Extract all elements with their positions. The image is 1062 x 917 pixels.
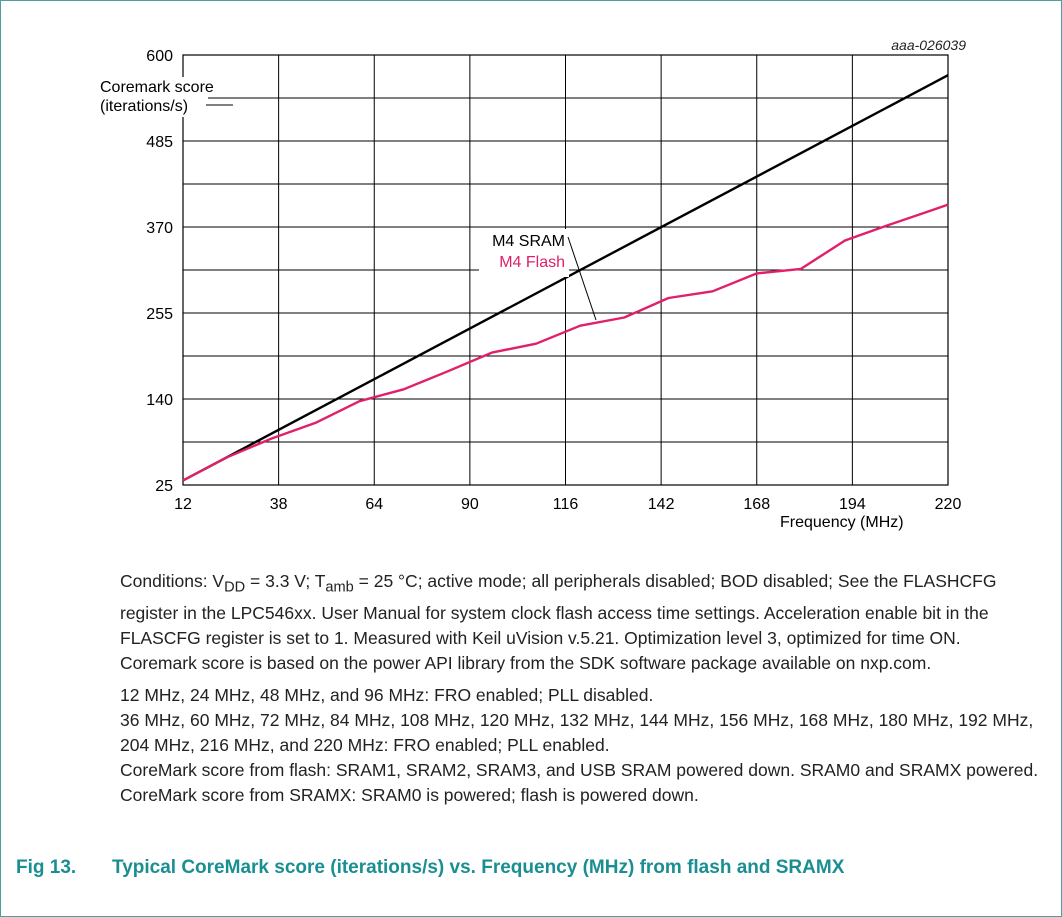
y-tick-label: 140: [146, 392, 173, 409]
ylabel-background: [100, 77, 208, 117]
chart-series: [182, 74, 949, 482]
y-axis-label-line1: Coremark score: [100, 79, 214, 96]
figure-id: aaa-026039: [891, 37, 966, 53]
y-tick-label: 25: [155, 478, 173, 495]
note-line-4: CoreMark score from SRAMX: SRAM0 is powe…: [120, 784, 699, 805]
chart-grid: [182, 54, 949, 486]
note-line-3: CoreMark score from flash: SRAM1, SRAM2,…: [120, 759, 1039, 780]
figure-notes: Conditions: VDD = 3.3 V; Tamb = 25 °C; a…: [120, 569, 1040, 808]
x-tick-label: 220: [935, 496, 962, 513]
y-tick-label: 485: [146, 134, 173, 151]
x-tick-label: 142: [648, 496, 675, 513]
x-tick-label: 90: [461, 496, 479, 513]
legend-flash: M4 Flash: [499, 254, 565, 271]
legend-sram: M4 SRAM: [492, 233, 565, 250]
series-line-m4-sram: [182, 74, 949, 482]
x-tick-label: 168: [743, 496, 770, 513]
y-axis-label-line2: (iterations/s): [100, 98, 188, 115]
note-line-2: 36 MHz, 60 MHz, 72 MHz, 84 MHz, 108 MHz,…: [120, 709, 1034, 755]
legend-leader: [567, 236, 597, 321]
series-line-m4-flash: [182, 203, 949, 482]
note-line-1: 12 MHz, 24 MHz, 48 MHz, and 96 MHz: FRO …: [120, 684, 654, 705]
coremark-chart: 12 38 64 90 116 142 168 194 220 25 140 255 370 485 600…: [100, 37, 966, 531]
x-tick-label: 12: [174, 496, 192, 513]
y-tick-label: 600: [146, 48, 173, 65]
x-axis-label: Frequency (MHz): [780, 514, 904, 531]
x-tick-label: 116: [553, 496, 579, 513]
x-tick-label: 38: [270, 496, 288, 513]
figure-caption: Fig 13. Typical CoreMark score (iteration…: [16, 857, 844, 879]
y-tick-label: 255: [146, 306, 173, 323]
chart-ticks: 12 38 64 90 116 142 168 194 220 25 140 255 370 485 600: [146, 48, 961, 513]
y-tick-label: 370: [146, 220, 173, 237]
figure-title: Typical CoreMark score (iterations/s) vs…: [112, 857, 845, 878]
x-tick-label: 64: [365, 496, 383, 513]
legend-background: [479, 229, 569, 277]
figure-number: Fig 13.: [16, 857, 77, 878]
x-tick-label: 194: [839, 496, 866, 513]
conditions-paragraph: Conditions: VDD = 3.3 V; Tamb = 25 °C; a…: [120, 571, 997, 673]
